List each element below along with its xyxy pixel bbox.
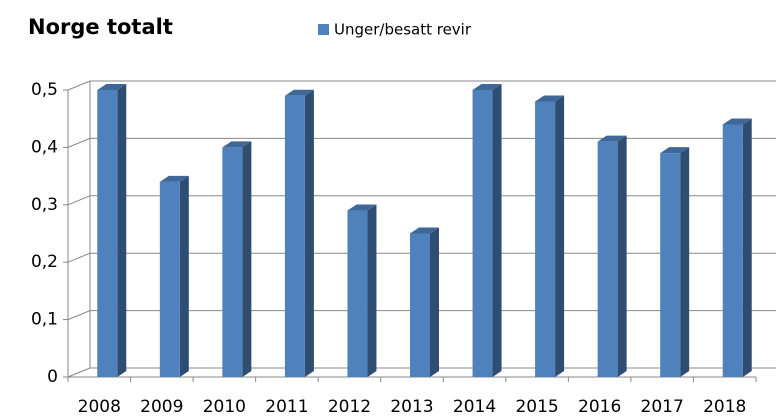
- bar: [284, 89, 314, 378]
- bar-side: [304, 89, 314, 378]
- bar-front: [535, 101, 556, 377]
- x-tick-label: 2017: [641, 397, 684, 417]
- bar-side: [742, 118, 752, 377]
- grid-line: [67, 80, 91, 91]
- y-tick-label: 0,1: [31, 310, 58, 330]
- bar-front: [284, 95, 305, 378]
- grid-line: [67, 367, 91, 378]
- bar: [722, 118, 752, 377]
- bar: [222, 141, 252, 377]
- chart-title: Norge totalt: [28, 15, 173, 39]
- bar: [472, 84, 502, 377]
- x-tick-label: 2009: [140, 397, 183, 417]
- bar-side: [117, 84, 127, 377]
- x-tick-label: 2015: [515, 397, 558, 417]
- bar-top: [410, 227, 439, 234]
- x-tick-label: 2018: [703, 397, 746, 417]
- x-tick-label: 2016: [578, 397, 621, 417]
- x-tick-label: 2010: [203, 397, 246, 417]
- bar-side: [367, 204, 377, 377]
- legend-swatch: [318, 24, 329, 35]
- bar-top: [722, 118, 752, 125]
- bar-side: [179, 175, 189, 377]
- bar-front: [222, 147, 243, 377]
- x-tick-label: 2008: [78, 397, 121, 417]
- bar-top: [660, 147, 690, 154]
- bar-front: [159, 181, 180, 377]
- y-tick-label: 0,2: [31, 252, 58, 272]
- bar-front: [660, 153, 681, 377]
- bar-top: [159, 175, 189, 182]
- grid-line: [67, 195, 91, 206]
- y-tick-label: 0: [47, 367, 58, 387]
- bar-side: [242, 141, 252, 377]
- grid-line: [67, 252, 91, 263]
- x-tick-label: 2013: [390, 397, 433, 417]
- bar-side: [492, 84, 502, 377]
- bar: [97, 84, 127, 377]
- bar-top: [535, 95, 565, 102]
- y-tick-label: 0,3: [31, 195, 58, 215]
- bar-side: [430, 227, 439, 377]
- legend-label: Unger/besatt revir: [334, 21, 472, 39]
- bar: [347, 204, 377, 377]
- bar-front: [472, 90, 493, 377]
- grid-line: [67, 137, 91, 148]
- bar-front: [597, 141, 618, 377]
- x-tick-label: 2012: [328, 397, 371, 417]
- grid-line: [67, 310, 91, 321]
- bar-top: [284, 89, 314, 96]
- y-tick-label: 0,5: [31, 80, 58, 100]
- bar-top: [97, 84, 127, 90]
- y-tick-label: 0,4: [31, 137, 58, 157]
- x-tick-label: 2014: [453, 397, 496, 417]
- x-tick-label: 2011: [265, 397, 308, 417]
- bar: [159, 175, 189, 377]
- bar-front: [347, 210, 368, 377]
- bar-top: [597, 135, 627, 142]
- bar: [535, 95, 565, 377]
- bar-side: [617, 135, 627, 377]
- bar-top: [222, 141, 252, 148]
- bar: [660, 147, 690, 377]
- bar: [410, 227, 439, 377]
- bar-front: [97, 90, 118, 377]
- bar-side: [680, 147, 690, 377]
- bar-side: [555, 95, 565, 377]
- bar: [597, 135, 627, 377]
- bar-top: [472, 84, 502, 90]
- bar-front: [722, 124, 743, 377]
- bar-top: [347, 204, 377, 211]
- bar-front: [410, 233, 430, 377]
